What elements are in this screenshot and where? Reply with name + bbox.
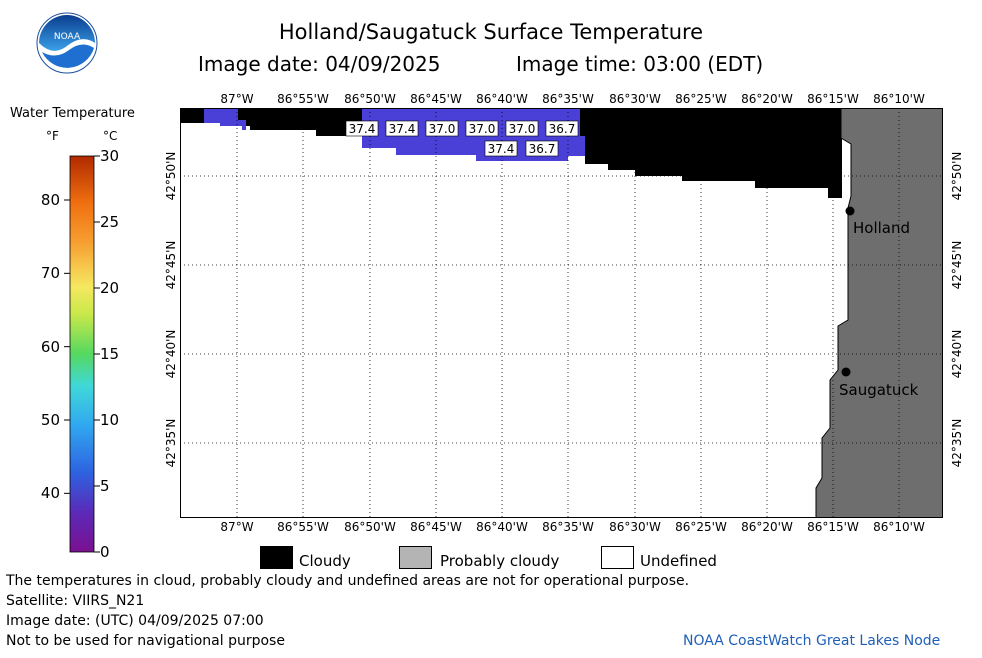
colorbar-label-c: 10 — [100, 411, 120, 429]
lon-tick-label-top: 86°20'W — [741, 92, 793, 106]
lon-tick-label-bottom: 87°W — [220, 520, 254, 534]
lon-tick-label-top: 86°30'W — [609, 92, 661, 106]
legend-cloudy-label: Cloudy — [299, 552, 351, 570]
lon-tick-label-top: 86°35'W — [542, 92, 594, 106]
legend-probably-cloudy-swatch — [399, 546, 432, 569]
footer-note: The temperatures in cloud, probably clou… — [6, 573, 690, 589]
lon-tick-label-bottom: 86°10'W — [873, 520, 925, 534]
colorbar — [64, 155, 100, 553]
svg-text:36.7: 36.7 — [529, 142, 556, 156]
lat-tick-label-left: 42°35'N — [164, 418, 178, 468]
colorbar-unit-f: °F — [46, 129, 59, 143]
temperature-label: 37.4 — [484, 140, 518, 157]
lat-tick-label-right: 42°45'N — [950, 240, 964, 290]
colorbar-label-f: 60 — [40, 337, 60, 356]
temperature-label: 37.4 — [345, 120, 379, 137]
lon-tick-label-bottom: 86°35'W — [542, 520, 594, 534]
svg-text:37.4: 37.4 — [389, 122, 416, 136]
svg-text:37.0: 37.0 — [469, 122, 496, 136]
legend-undefined-swatch — [601, 546, 634, 569]
lat-tick-label-left: 42°45'N — [164, 240, 178, 290]
legend-probably-cloudy-label: Probably cloudy — [440, 552, 560, 570]
colorbar-label-c: 25 — [100, 213, 120, 231]
lon-tick-label-bottom: 86°30'W — [609, 520, 661, 534]
colorbar-gradient — [69, 155, 95, 553]
cloud-area — [180, 108, 842, 198]
lon-tick-label-bottom: 86°25'W — [675, 520, 727, 534]
lon-tick-label-top: 86°45'W — [410, 92, 462, 106]
svg-text:37.4: 37.4 — [349, 122, 376, 136]
legend-cloudy-swatch — [260, 546, 293, 569]
lon-tick-label-top: 86°40'W — [476, 92, 528, 106]
footer-credit: NOAA CoastWatch Great Lakes Node — [683, 633, 941, 649]
lat-tick-label-left: 42°50'N — [164, 151, 178, 201]
lat-tick-label-left: 42°40'N — [164, 329, 178, 379]
lat-tick-label-right: 42°40'N — [950, 329, 964, 379]
footer-utc-date: Image date: (UTC) 04/09/2025 07:00 — [6, 613, 264, 629]
lat-tick-label-right: 42°35'N — [950, 418, 964, 468]
colorbar-title: Water Temperature — [10, 106, 135, 121]
map-grid — [180, 108, 943, 518]
svg-text:36.7: 36.7 — [549, 122, 576, 136]
land-area — [815, 108, 943, 518]
saugatuck-marker — [841, 367, 851, 377]
lon-tick-label-top: 86°50'W — [344, 92, 396, 106]
colorbar-label-f: 80 — [40, 191, 60, 209]
lat-tick-label-right: 42°50'N — [950, 151, 964, 201]
colorbar-label-c: 20 — [100, 279, 120, 297]
lon-tick-label-top: 87°W — [220, 92, 254, 106]
temperature-label: 36.7 — [525, 140, 559, 157]
lon-tick-label-bottom: 86°50'W — [344, 520, 396, 534]
lon-tick-label-bottom: 86°55'W — [277, 520, 329, 534]
temperature-labels: 37.4 37.4 37.0 37.0 37.0 36.7 37.4 36.7 — [345, 120, 579, 157]
colorbar-label-c: 5 — [100, 477, 110, 495]
city-label-saugatuck: Saugatuck — [839, 381, 919, 399]
holland-marker — [845, 206, 855, 216]
temperature-label: 36.7 — [545, 120, 579, 137]
temperature-label: 37.0 — [505, 120, 539, 137]
colorbar-label-f: 50 — [40, 411, 60, 429]
lon-tick-label-bottom: 86°15'W — [807, 520, 859, 534]
footer-nav-warning: Not to be used for navigational purpose — [6, 633, 285, 649]
colorbar-label-f: 40 — [40, 484, 60, 503]
lon-tick-label-bottom: 86°45'W — [410, 520, 462, 534]
colorbar-unit-c: °C — [103, 129, 118, 143]
footer-satellite: Satellite: VIIRS_N21 — [6, 593, 145, 609]
map-frame — [180, 108, 943, 518]
image-date: Image date: 04/09/2025 — [198, 52, 441, 76]
colorbar-label-c: 0 — [100, 543, 110, 561]
colorbar-label-c: 15 — [100, 345, 120, 363]
noaa-logo: NOAA — [36, 12, 98, 74]
lon-tick-label-top: 86°15'W — [807, 92, 859, 106]
lon-tick-label-bottom: 86°40'W — [476, 520, 528, 534]
svg-text:37.0: 37.0 — [509, 122, 536, 136]
svg-text:37.0: 37.0 — [429, 122, 456, 136]
water-temperature-area — [204, 108, 246, 130]
lon-tick-label-bottom: 86°20'W — [741, 520, 793, 534]
page-title: Holland/Saugatuck Surface Temperature — [278, 20, 704, 44]
map: 37.4 37.4 37.0 37.0 37.0 36.7 37.4 36.7 — [180, 108, 943, 518]
svg-text:37.4: 37.4 — [488, 142, 515, 156]
lon-tick-label-top: 86°25'W — [675, 92, 727, 106]
lon-tick-label-top: 86°10'W — [873, 92, 925, 106]
temperature-label: 37.0 — [465, 120, 499, 137]
temperature-label: 37.4 — [385, 120, 419, 137]
colorbar-label-f: 70 — [40, 264, 60, 283]
noaa-logo-text: NOAA — [54, 32, 81, 42]
image-time: Image time: 03:00 (EDT) — [516, 52, 764, 76]
lon-tick-label-top: 86°55'W — [277, 92, 329, 106]
colorbar-label-c: 30 — [100, 147, 120, 165]
city-label-holland: Holland — [853, 219, 911, 237]
temperature-label: 37.0 — [425, 120, 459, 137]
legend-undefined-label: Undefined — [640, 552, 717, 570]
